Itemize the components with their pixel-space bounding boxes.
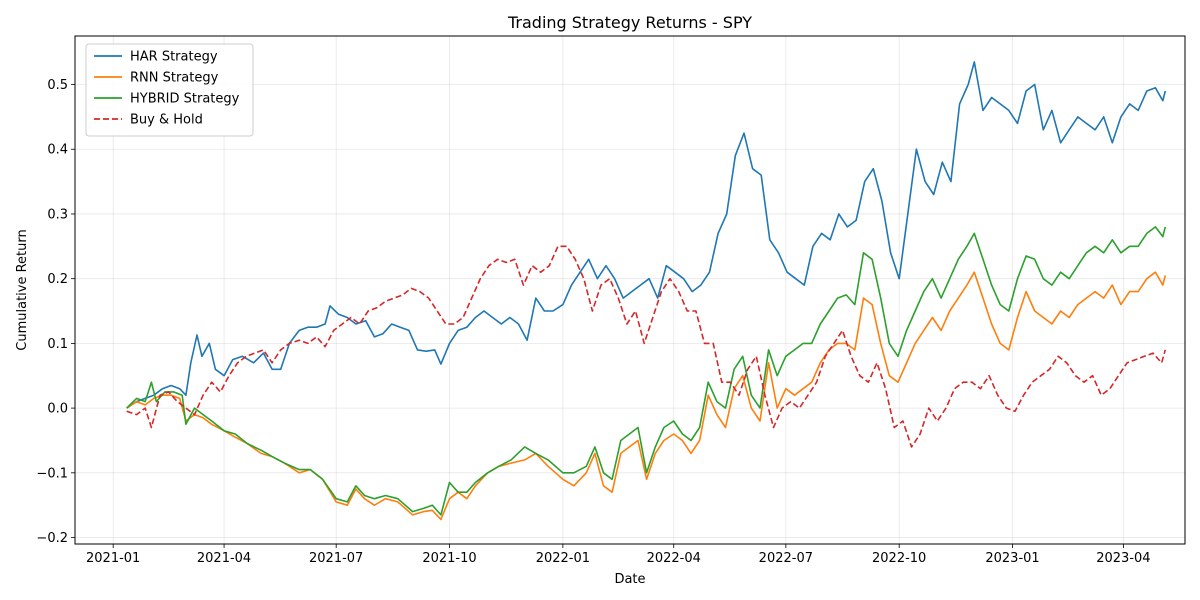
legend-label: HAR Strategy — [130, 50, 218, 65]
x-axis-label: Date — [614, 572, 645, 587]
legend-box — [85, 43, 254, 137]
chart-title: Trading Strategy Returns - SPY — [507, 13, 752, 32]
y-tick-label: 0.4 — [47, 143, 68, 158]
y-tick-label: 0.0 — [47, 402, 68, 417]
series-line-har-strategy — [126, 61, 1167, 409]
x-tick-label: 2021-07 — [309, 551, 363, 566]
x-tick-label: 2023-04 — [1096, 551, 1150, 566]
legend-label: RNN Strategy — [130, 71, 219, 86]
series-lines — [126, 61, 1167, 521]
grid-lines — [75, 36, 1185, 544]
x-tick-label: 2022-10 — [872, 551, 926, 566]
x-tick-label: 2022-07 — [759, 551, 813, 566]
x-tick-label: 2021-01 — [86, 551, 140, 566]
x-tick-label: 2022-01 — [536, 551, 590, 566]
x-tick-label: 2023-01 — [985, 551, 1039, 566]
series-line-buy-hold — [126, 245, 1167, 448]
legend-label: HYBRID Strategy — [130, 92, 240, 107]
y-tick-label: 0.2 — [47, 272, 68, 287]
plot-frame — [74, 35, 1186, 545]
y-tick-label: 0.3 — [47, 207, 68, 222]
y-tick-label: −0.1 — [36, 466, 68, 481]
legend: HAR Strategy RNN Strategy HYBRID Strategy B… — [85, 43, 254, 137]
y-tick-label: 0.5 — [47, 78, 68, 93]
x-tick-label: 2021-10 — [422, 551, 476, 566]
x-tick-label: 2022-04 — [647, 551, 701, 566]
y-axis-label: Cumulative Return — [15, 229, 30, 350]
legend-label: Buy & Hold — [130, 113, 203, 128]
y-axis: −0.2 −0.1 0.0 0.1 0.2 0.3 0.4 0.5 — [36, 78, 75, 546]
y-tick-label: −0.2 — [36, 531, 68, 546]
series-line-hybrid-strategy — [126, 226, 1167, 516]
x-tick-label: 2021-04 — [197, 551, 251, 566]
x-axis: 2021-01 2021-04 2021-07 2021-10 2022-01 2022-… — [86, 544, 1151, 566]
y-tick-label: 0.1 — [47, 337, 68, 352]
